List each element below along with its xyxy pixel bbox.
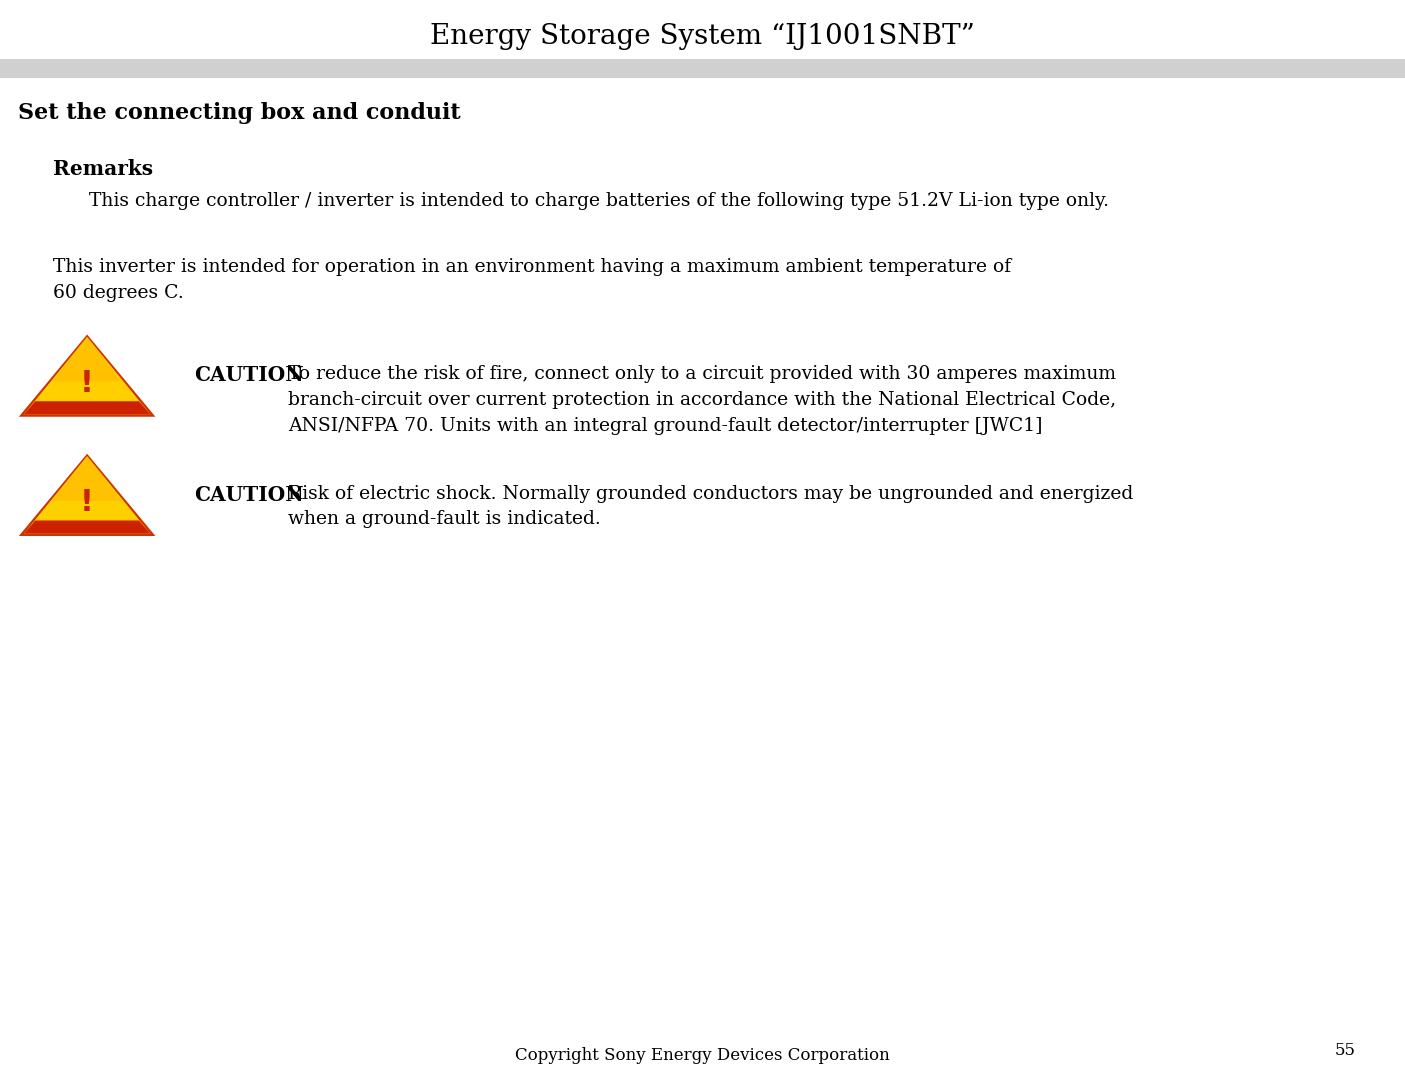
Text: 55: 55 <box>1335 1042 1356 1059</box>
Text: !: ! <box>80 488 94 517</box>
Polygon shape <box>24 456 150 533</box>
Text: This charge controller / inverter is intended to charge batteries of the followi: This charge controller / inverter is int… <box>89 192 1109 209</box>
Polygon shape <box>18 454 156 535</box>
Bar <box>0 59 1405 78</box>
Text: This inverter is intended for operation in an environment having a maximum ambie: This inverter is intended for operation … <box>53 258 1012 302</box>
Text: Risk of electric shock. Normally grounded conductors may be ungrounded and energ: Risk of electric shock. Normally grounde… <box>288 485 1134 528</box>
Text: CAUTION: CAUTION <box>194 485 303 504</box>
Text: Set the connecting box and conduit: Set the connecting box and conduit <box>18 102 461 124</box>
Text: To reduce the risk of fire, connect only to a circuit provided with 30 amperes m: To reduce the risk of fire, connect only… <box>288 365 1116 435</box>
Polygon shape <box>24 401 150 414</box>
Polygon shape <box>24 337 150 414</box>
Polygon shape <box>52 337 122 382</box>
Polygon shape <box>24 520 150 533</box>
Text: Remarks: Remarks <box>53 159 153 179</box>
Text: CAUTION: CAUTION <box>194 365 303 385</box>
Text: Energy Storage System “IJ1001SNBT”: Energy Storage System “IJ1001SNBT” <box>430 24 975 50</box>
Polygon shape <box>18 335 156 416</box>
Polygon shape <box>52 456 122 501</box>
Text: !: ! <box>80 369 94 398</box>
Text: Copyright Sony Energy Devices Corporation: Copyright Sony Energy Devices Corporatio… <box>516 1047 889 1064</box>
